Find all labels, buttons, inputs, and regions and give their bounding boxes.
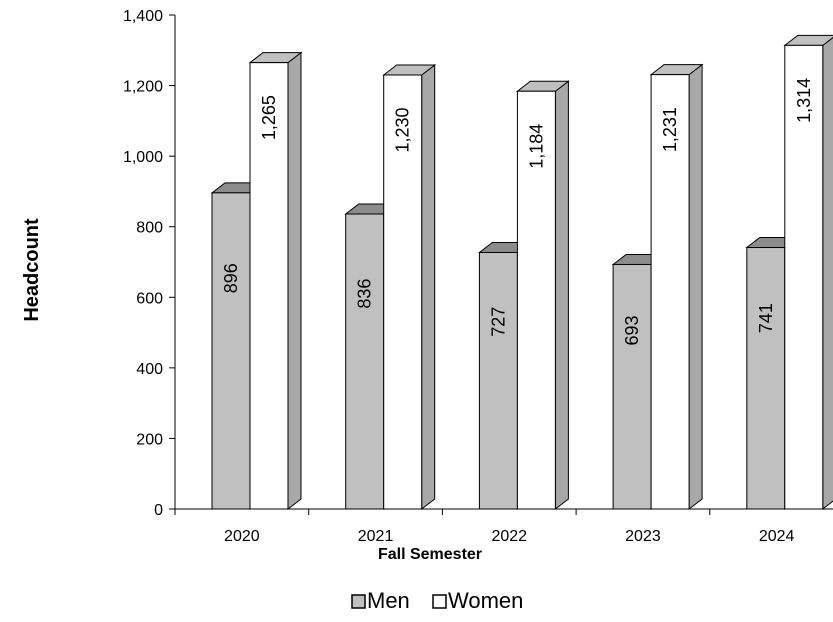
y-axis-title: Headcount bbox=[21, 218, 43, 322]
legend-swatch bbox=[432, 594, 447, 609]
x-tick-label: 2021 bbox=[358, 528, 394, 545]
y-tick-label: 800 bbox=[136, 220, 163, 237]
y-tick-label: 200 bbox=[136, 431, 163, 448]
bar-side-face bbox=[287, 51, 302, 511]
legend-item-men: Men bbox=[351, 588, 410, 613]
y-tick-label: 600 bbox=[136, 290, 163, 307]
bar-front-face bbox=[345, 213, 385, 510]
data-labels: 896 1,265 836 1,230 727 1,184 693 1,231 741 1,314 bbox=[221, 78, 814, 346]
y-tick-label: 0 bbox=[154, 502, 163, 519]
y-tick-label: 1,400 bbox=[123, 8, 163, 25]
x-tick-label: 2024 bbox=[759, 528, 795, 545]
data-label-women-2021: 1,230 bbox=[393, 107, 413, 152]
y-tick-label: 1,000 bbox=[123, 149, 163, 166]
legend-item-women: Women bbox=[432, 588, 523, 613]
legend-label: Women bbox=[448, 588, 523, 613]
bar-women-2021 bbox=[382, 63, 437, 511]
bar-front-face bbox=[211, 192, 251, 510]
data-label-women-2023: 1,231 bbox=[660, 107, 680, 152]
bar-women-2022 bbox=[515, 80, 570, 511]
data-label-women-2020: 1,265 bbox=[259, 95, 279, 140]
data-label-men-2022: 727 bbox=[488, 307, 508, 337]
data-label-men-2021: 836 bbox=[355, 279, 375, 309]
bar-front-face bbox=[612, 263, 652, 510]
legend-swatch bbox=[351, 594, 366, 609]
bars bbox=[210, 34, 833, 511]
y-tick-label: 1,200 bbox=[123, 79, 163, 96]
bar-front-face bbox=[784, 44, 824, 510]
bar-women-2020 bbox=[248, 51, 303, 511]
data-label-men-2024: 741 bbox=[756, 303, 776, 333]
bar-front-face bbox=[746, 247, 786, 510]
bar-front-face bbox=[516, 90, 556, 510]
bar-side-face bbox=[688, 63, 703, 511]
legend: Men Women bbox=[351, 588, 523, 613]
x-tick-label: 2023 bbox=[625, 528, 661, 545]
x-tick-label: 2022 bbox=[491, 528, 527, 545]
bar-front-face bbox=[650, 74, 690, 510]
data-label-women-2022: 1,184 bbox=[526, 124, 546, 169]
bar-front-face bbox=[478, 251, 518, 510]
bar-side-face bbox=[554, 80, 569, 511]
bar-women-2024 bbox=[783, 34, 833, 511]
bar-side-face bbox=[421, 63, 436, 511]
bar-front-face bbox=[383, 74, 423, 510]
x-axis-title: Fall Semester bbox=[378, 546, 482, 563]
data-label-men-2020: 896 bbox=[221, 263, 241, 293]
bar-women-2023 bbox=[649, 63, 704, 511]
bar-side-face bbox=[822, 36, 833, 511]
data-label-men-2023: 693 bbox=[622, 315, 642, 345]
x-tick-label: 2020 bbox=[224, 528, 260, 545]
y-tick-label: 400 bbox=[136, 361, 163, 378]
data-label-women-2024: 1,314 bbox=[794, 78, 814, 123]
bar-front-face bbox=[249, 62, 289, 510]
legend-label: Men bbox=[367, 588, 410, 613]
